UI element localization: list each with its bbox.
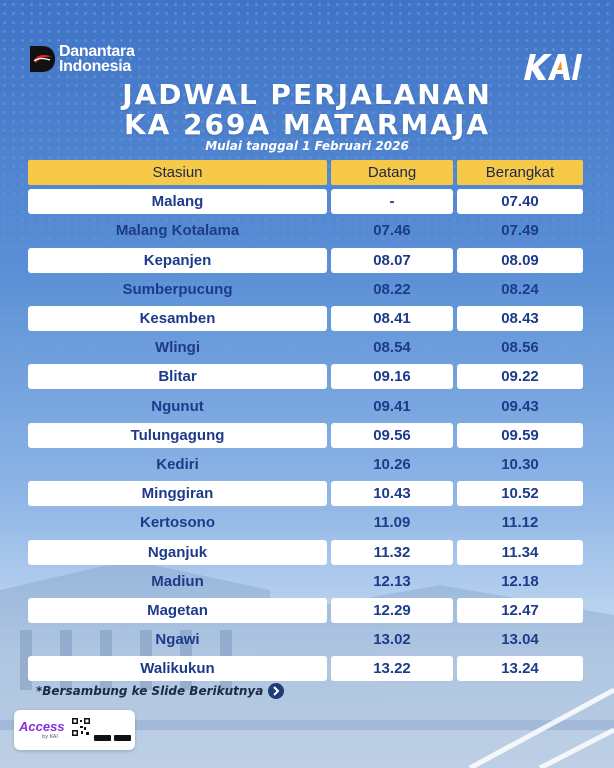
- chevron-right-icon: [273, 686, 280, 696]
- arrive-cell: 10.43: [331, 481, 453, 507]
- depart-cell: 09.43: [501, 397, 539, 415]
- station-cell: Magetan: [28, 598, 327, 623]
- arrive-cell: 09.16: [331, 364, 453, 390]
- continuation-note: *Bersambung ke Slide Berikutnya: [36, 683, 285, 699]
- arrive-cell: 13.02: [373, 631, 411, 649]
- station-cell: Kepanjen: [28, 247, 327, 273]
- station-cell: Blitar: [28, 364, 327, 390]
- arrive-cell: 09.56: [331, 422, 453, 448]
- danantara-logo-icon: [30, 46, 55, 72]
- title-line-1: JADWAL PERJALANAN: [122, 78, 492, 111]
- qr-code-icon: [72, 718, 90, 736]
- depart-cell: 13.04: [501, 631, 539, 649]
- station-cell: Tulungagung: [28, 422, 327, 448]
- access-app-by: by KAI: [42, 734, 58, 740]
- arrive-cell: 07.46: [373, 222, 411, 240]
- station-cell: Malang: [28, 189, 327, 215]
- arrive-cell: 10.26: [373, 456, 411, 473]
- header-arrive: Datang: [331, 160, 453, 185]
- station-cell: Kediri: [156, 456, 199, 473]
- arrive-cell: 12.29: [331, 598, 453, 623]
- logo-line-2: Indonesia: [59, 58, 131, 75]
- depart-cell: 08.56: [501, 339, 539, 357]
- arrive-cell: -: [331, 189, 453, 215]
- depart-cell: 12.18: [501, 572, 539, 590]
- logo-line-1: Danantara: [59, 43, 135, 60]
- station-cell: Minggiran: [28, 481, 327, 507]
- station-cell: Nganjuk: [28, 539, 327, 565]
- access-app-name: Access: [19, 719, 65, 734]
- arrive-cell: 08.22: [373, 280, 411, 298]
- arrive-cell: 11.32: [331, 539, 453, 565]
- arrive-cell: 08.41: [331, 306, 453, 331]
- arrive-cell: 11.09: [373, 514, 411, 532]
- continuation-note-text: *Bersambung ke Slide Berikutnya: [36, 684, 264, 698]
- depart-cell: 08.43: [457, 306, 583, 331]
- station-cell: Ngunut: [151, 397, 204, 415]
- danantara-logo: Danantara Indonesia: [28, 43, 135, 75]
- arrive-cell: 12.13: [373, 572, 411, 590]
- kai-logo-icon: [524, 54, 582, 80]
- subtitle: Mulai tanggal 1 Februari 2026: [205, 139, 409, 153]
- station-cell: Kertosono: [140, 514, 215, 532]
- depart-cell: 07.40: [457, 189, 583, 215]
- station-cell: Sumberpucung: [122, 280, 233, 298]
- station-cell: Wlingi: [155, 339, 200, 357]
- station-cell: Malang Kotalama: [115, 222, 240, 240]
- station-cell: Ngawi: [155, 631, 200, 649]
- arrive-cell: 08.54: [373, 339, 411, 357]
- app-store-badge-icon[interactable]: [94, 735, 111, 741]
- station-cell: Kesamben: [28, 306, 327, 331]
- depart-cell: 10.52: [457, 481, 583, 507]
- depart-cell: 10.30: [501, 456, 539, 473]
- arrive-cell: 13.22: [331, 656, 453, 682]
- header-station: Stasiun: [28, 160, 327, 185]
- depart-cell: 09.59: [457, 422, 583, 448]
- depart-cell: 13.24: [457, 656, 583, 682]
- depart-cell: 07.49: [501, 222, 539, 240]
- arrive-cell: 09.41: [373, 397, 411, 415]
- depart-cell: 12.47: [457, 598, 583, 623]
- access-app-badge[interactable]: Access by KAI: [14, 710, 135, 750]
- station-cell: Madiun: [151, 572, 204, 590]
- depart-cell: 08.24: [501, 280, 539, 298]
- google-play-badge-icon[interactable]: [114, 735, 131, 741]
- depart-cell: 11.12: [501, 514, 539, 532]
- depart-cell: 08.09: [457, 247, 583, 273]
- depart-cell: 11.34: [457, 539, 583, 565]
- arrive-cell: 08.07: [331, 247, 453, 273]
- station-cell: Walikukun: [28, 656, 327, 682]
- header-depart: Berangkat: [457, 160, 583, 185]
- title-line-2: KA 269A MATARMAJA: [123, 108, 491, 141]
- depart-cell: 09.22: [457, 364, 583, 390]
- next-slide-button[interactable]: [268, 683, 285, 699]
